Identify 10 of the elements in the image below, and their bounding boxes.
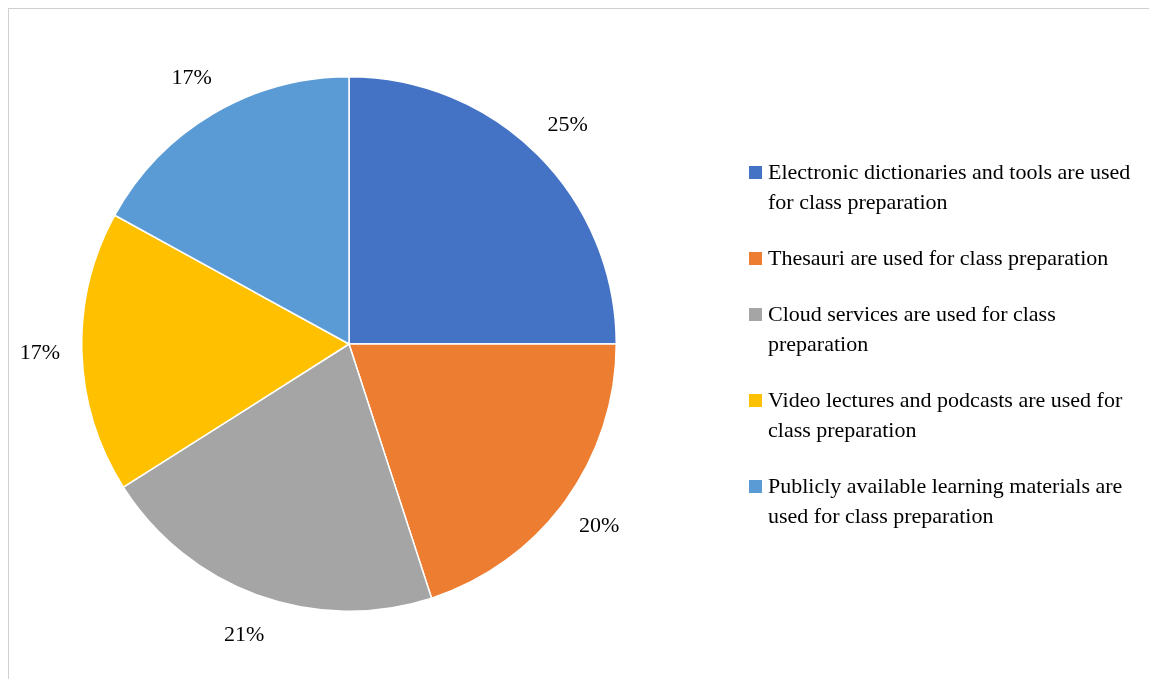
data-label: 25%: [547, 111, 588, 137]
legend-label: Thesauri are used for class preparation: [768, 244, 1109, 272]
legend-label: Publicly available learning materials are used for class preparation: [768, 472, 1124, 530]
data-label: 17%: [19, 339, 61, 365]
data-label: 17%: [171, 63, 212, 89]
data-label: 21%: [224, 620, 265, 646]
data-label: 20%: [579, 511, 620, 537]
legend-label: Electronic dictionaries and tools are used for class preparation: [768, 158, 1132, 216]
legend-label: Cloud services are used for class preparation: [768, 300, 1057, 358]
legend-label: Video lectures and podcasts are used for class preparation: [768, 386, 1124, 444]
